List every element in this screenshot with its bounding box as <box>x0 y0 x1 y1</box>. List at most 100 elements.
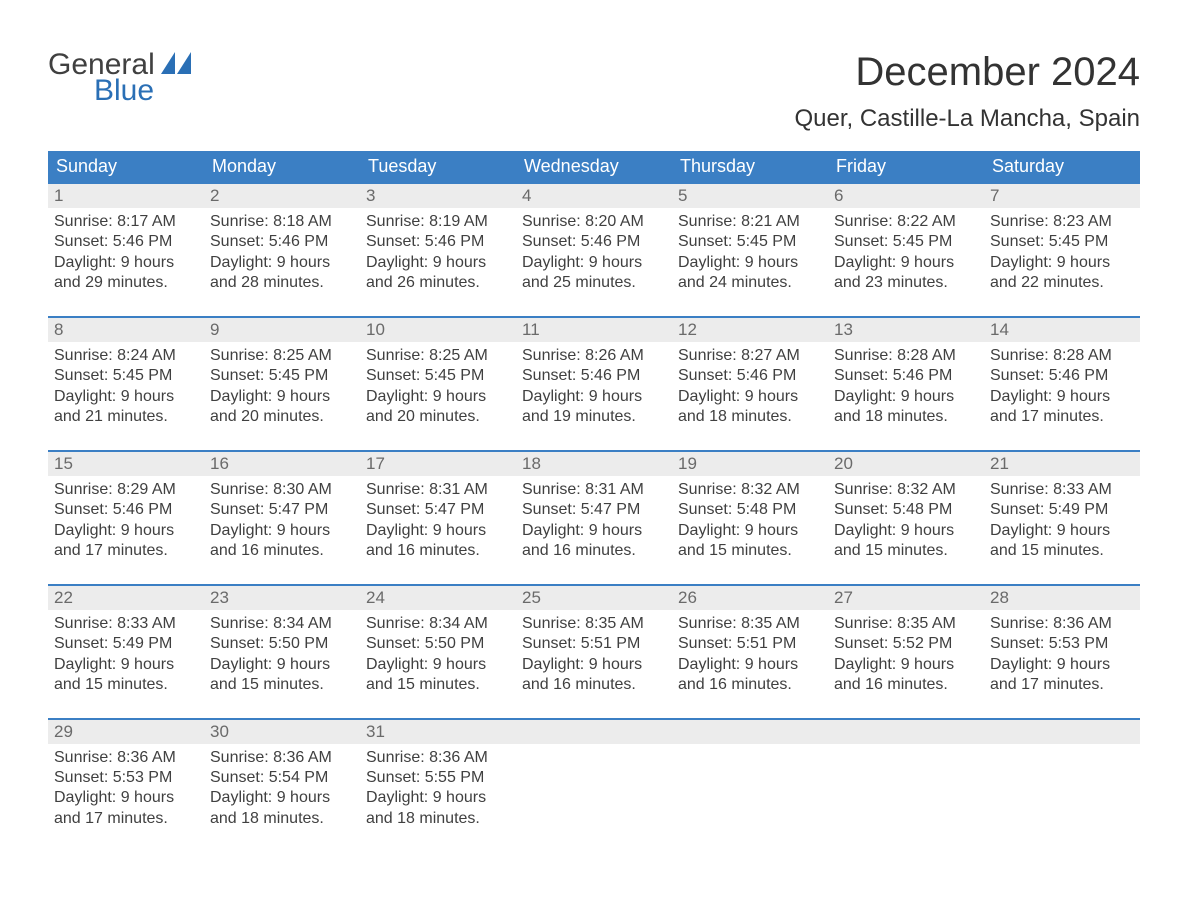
day-number: 5 <box>672 184 828 208</box>
flag-icon <box>161 52 199 78</box>
day-number: 16 <box>204 452 360 476</box>
day-number: 25 <box>516 586 672 610</box>
weekday-label: Wednesday <box>516 151 672 182</box>
day-number: 7 <box>984 184 1140 208</box>
day-number: 1 <box>48 184 204 208</box>
day-number: 2 <box>204 184 360 208</box>
calendar-day: 13Sunrise: 8:28 AMSunset: 5:46 PMDayligh… <box>828 318 984 428</box>
calendar: Sunday Monday Tuesday Wednesday Thursday… <box>48 151 1140 829</box>
day-info: Sunrise: 8:31 AMSunset: 5:47 PMDaylight:… <box>516 476 672 562</box>
day-number: 6 <box>828 184 984 208</box>
day-info: Sunrise: 8:32 AMSunset: 5:48 PMDaylight:… <box>828 476 984 562</box>
calendar-day: 4Sunrise: 8:20 AMSunset: 5:46 PMDaylight… <box>516 184 672 294</box>
calendar-day: 31Sunrise: 8:36 AMSunset: 5:55 PMDayligh… <box>360 720 516 830</box>
calendar-week: 15Sunrise: 8:29 AMSunset: 5:46 PMDayligh… <box>48 450 1140 562</box>
calendar-week: 8Sunrise: 8:24 AMSunset: 5:45 PMDaylight… <box>48 316 1140 428</box>
calendar-day: 9Sunrise: 8:25 AMSunset: 5:45 PMDaylight… <box>204 318 360 428</box>
calendar-day: 29Sunrise: 8:36 AMSunset: 5:53 PMDayligh… <box>48 720 204 830</box>
day-info: Sunrise: 8:27 AMSunset: 5:46 PMDaylight:… <box>672 342 828 428</box>
day-number: 18 <box>516 452 672 476</box>
day-info: Sunrise: 8:30 AMSunset: 5:47 PMDaylight:… <box>204 476 360 562</box>
weekday-label: Tuesday <box>360 151 516 182</box>
day-number: 17 <box>360 452 516 476</box>
calendar-day: 15Sunrise: 8:29 AMSunset: 5:46 PMDayligh… <box>48 452 204 562</box>
brand-logo: General Blue <box>48 50 199 106</box>
calendar-day: 5Sunrise: 8:21 AMSunset: 5:45 PMDaylight… <box>672 184 828 294</box>
day-number: 8 <box>48 318 204 342</box>
day-info: Sunrise: 8:34 AMSunset: 5:50 PMDaylight:… <box>204 610 360 696</box>
day-number: 4 <box>516 184 672 208</box>
day-info: Sunrise: 8:25 AMSunset: 5:45 PMDaylight:… <box>360 342 516 428</box>
day-info: Sunrise: 8:36 AMSunset: 5:53 PMDaylight:… <box>48 744 204 830</box>
day-info: Sunrise: 8:23 AMSunset: 5:45 PMDaylight:… <box>984 208 1140 294</box>
day-number: 29 <box>48 720 204 744</box>
weekday-header: Sunday Monday Tuesday Wednesday Thursday… <box>48 151 1140 182</box>
calendar-day <box>672 720 828 830</box>
calendar-day: 3Sunrise: 8:19 AMSunset: 5:46 PMDaylight… <box>360 184 516 294</box>
day-number: 13 <box>828 318 984 342</box>
calendar-day <box>984 720 1140 830</box>
calendar-day: 8Sunrise: 8:24 AMSunset: 5:45 PMDaylight… <box>48 318 204 428</box>
day-number <box>984 720 1140 744</box>
weekday-label: Friday <box>828 151 984 182</box>
calendar-day: 16Sunrise: 8:30 AMSunset: 5:47 PMDayligh… <box>204 452 360 562</box>
day-info: Sunrise: 8:22 AMSunset: 5:45 PMDaylight:… <box>828 208 984 294</box>
day-info: Sunrise: 8:32 AMSunset: 5:48 PMDaylight:… <box>672 476 828 562</box>
header: General Blue December 2024 Quer, Castill… <box>48 50 1140 133</box>
day-info: Sunrise: 8:18 AMSunset: 5:46 PMDaylight:… <box>204 208 360 294</box>
calendar-day: 7Sunrise: 8:23 AMSunset: 5:45 PMDaylight… <box>984 184 1140 294</box>
calendar-day: 11Sunrise: 8:26 AMSunset: 5:46 PMDayligh… <box>516 318 672 428</box>
calendar-day: 28Sunrise: 8:36 AMSunset: 5:53 PMDayligh… <box>984 586 1140 696</box>
day-number: 14 <box>984 318 1140 342</box>
calendar-day: 27Sunrise: 8:35 AMSunset: 5:52 PMDayligh… <box>828 586 984 696</box>
weekday-label: Sunday <box>48 151 204 182</box>
day-info: Sunrise: 8:25 AMSunset: 5:45 PMDaylight:… <box>204 342 360 428</box>
weekday-label: Thursday <box>672 151 828 182</box>
day-number <box>516 720 672 744</box>
day-info: Sunrise: 8:26 AMSunset: 5:46 PMDaylight:… <box>516 342 672 428</box>
day-info: Sunrise: 8:20 AMSunset: 5:46 PMDaylight:… <box>516 208 672 294</box>
calendar-day: 20Sunrise: 8:32 AMSunset: 5:48 PMDayligh… <box>828 452 984 562</box>
day-number: 31 <box>360 720 516 744</box>
calendar-day: 19Sunrise: 8:32 AMSunset: 5:48 PMDayligh… <box>672 452 828 562</box>
calendar-day: 1Sunrise: 8:17 AMSunset: 5:46 PMDaylight… <box>48 184 204 294</box>
day-number <box>672 720 828 744</box>
day-number: 22 <box>48 586 204 610</box>
calendar-day: 30Sunrise: 8:36 AMSunset: 5:54 PMDayligh… <box>204 720 360 830</box>
calendar-week: 29Sunrise: 8:36 AMSunset: 5:53 PMDayligh… <box>48 718 1140 830</box>
calendar-day: 6Sunrise: 8:22 AMSunset: 5:45 PMDaylight… <box>828 184 984 294</box>
calendar-day: 14Sunrise: 8:28 AMSunset: 5:46 PMDayligh… <box>984 318 1140 428</box>
day-number: 3 <box>360 184 516 208</box>
day-number: 30 <box>204 720 360 744</box>
calendar-day: 2Sunrise: 8:18 AMSunset: 5:46 PMDaylight… <box>204 184 360 294</box>
calendar-day: 26Sunrise: 8:35 AMSunset: 5:51 PMDayligh… <box>672 586 828 696</box>
day-number: 10 <box>360 318 516 342</box>
day-info: Sunrise: 8:36 AMSunset: 5:53 PMDaylight:… <box>984 610 1140 696</box>
day-info: Sunrise: 8:35 AMSunset: 5:51 PMDaylight:… <box>672 610 828 696</box>
day-info: Sunrise: 8:31 AMSunset: 5:47 PMDaylight:… <box>360 476 516 562</box>
day-number: 23 <box>204 586 360 610</box>
day-info: Sunrise: 8:19 AMSunset: 5:46 PMDaylight:… <box>360 208 516 294</box>
day-info: Sunrise: 8:36 AMSunset: 5:55 PMDaylight:… <box>360 744 516 830</box>
day-info: Sunrise: 8:28 AMSunset: 5:46 PMDaylight:… <box>984 342 1140 428</box>
day-info: Sunrise: 8:29 AMSunset: 5:46 PMDaylight:… <box>48 476 204 562</box>
day-number <box>828 720 984 744</box>
day-info: Sunrise: 8:17 AMSunset: 5:46 PMDaylight:… <box>48 208 204 294</box>
day-number: 26 <box>672 586 828 610</box>
day-info: Sunrise: 8:36 AMSunset: 5:54 PMDaylight:… <box>204 744 360 830</box>
calendar-day: 24Sunrise: 8:34 AMSunset: 5:50 PMDayligh… <box>360 586 516 696</box>
day-number: 28 <box>984 586 1140 610</box>
calendar-day: 18Sunrise: 8:31 AMSunset: 5:47 PMDayligh… <box>516 452 672 562</box>
day-info: Sunrise: 8:33 AMSunset: 5:49 PMDaylight:… <box>48 610 204 696</box>
day-number: 27 <box>828 586 984 610</box>
day-info: Sunrise: 8:33 AMSunset: 5:49 PMDaylight:… <box>984 476 1140 562</box>
day-number: 24 <box>360 586 516 610</box>
day-info: Sunrise: 8:24 AMSunset: 5:45 PMDaylight:… <box>48 342 204 428</box>
weekday-label: Saturday <box>984 151 1140 182</box>
day-info: Sunrise: 8:35 AMSunset: 5:52 PMDaylight:… <box>828 610 984 696</box>
day-info: Sunrise: 8:35 AMSunset: 5:51 PMDaylight:… <box>516 610 672 696</box>
brand-part2: Blue <box>94 76 199 106</box>
day-number: 21 <box>984 452 1140 476</box>
calendar-day <box>828 720 984 830</box>
day-number: 20 <box>828 452 984 476</box>
